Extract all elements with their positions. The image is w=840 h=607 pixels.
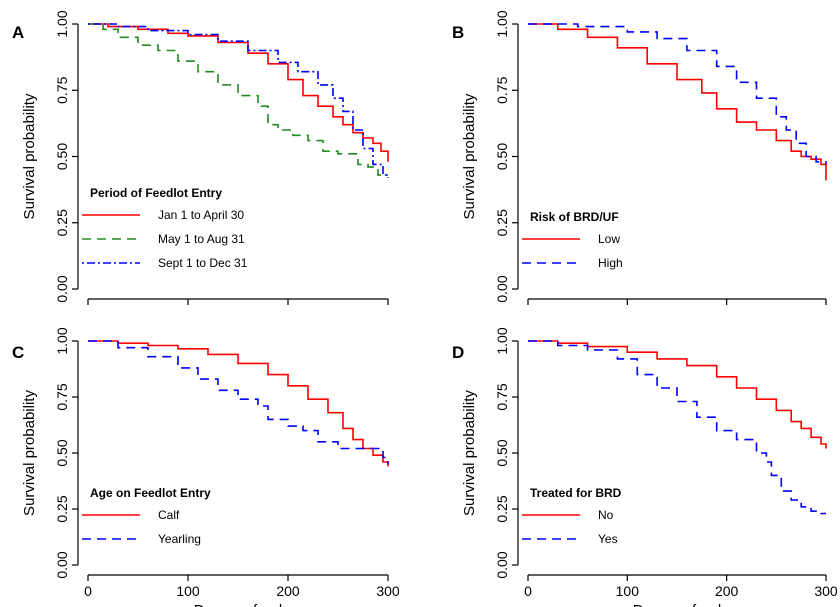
legend-title: Risk of BRD/UF (530, 210, 619, 224)
y-tick-label: 0.00 (494, 551, 510, 578)
y-tick-label: 1.00 (54, 10, 70, 37)
y-tick-label: 0.25 (54, 209, 70, 236)
legend-label: High (598, 256, 623, 270)
series-line-1 (88, 23, 389, 162)
legend-label: No (598, 508, 614, 522)
series-line-2 (88, 23, 388, 176)
y-tick-label: 0.50 (494, 143, 510, 170)
legend-label: Calf (158, 508, 180, 522)
series-line-1 (528, 340, 827, 449)
y-tick-label: 0.75 (494, 383, 510, 410)
y-axis-title: Survival probability (21, 390, 38, 516)
panel-letter: B (452, 23, 464, 42)
series-line-3 (88, 23, 389, 178)
x-tick-label: 100 (616, 583, 640, 599)
x-axis-title: Days on feed (633, 602, 721, 607)
panel-a: A 0.00 0.25 0.50 0.75 1.00 Survival probabilit… (12, 10, 389, 305)
y-tick-label: 0.50 (54, 439, 70, 466)
y-axis-title: Survival probability (461, 93, 478, 219)
legend-label: Yearling (158, 532, 201, 546)
x-axis-title: Days on feed (194, 602, 282, 607)
panel-letter: D (452, 343, 464, 362)
y-tick-label: 1.00 (54, 327, 70, 354)
y-tick-label: 0.00 (54, 551, 70, 578)
legend-title: Treated for BRD (530, 486, 622, 500)
y-tick-label: 0.75 (494, 76, 510, 103)
y-tick-label: 0.50 (54, 143, 70, 170)
x-tick-label: 300 (814, 583, 838, 599)
legend-label: Jan 1 to April 30 (158, 208, 244, 222)
legend-label: Yes (598, 532, 618, 546)
x-tick-label: 200 (276, 583, 300, 599)
y-axis-title: Survival probability (21, 93, 38, 219)
panel-d: D 0.00 0.25 0.50 0.75 1.00 Survival probabilit… (452, 327, 838, 607)
panel-letter: A (12, 23, 24, 42)
y-tick-label: 1.00 (494, 10, 510, 37)
y-tick-label: 1.00 (494, 327, 510, 354)
series-line-2 (528, 340, 826, 515)
series-line-1 (528, 23, 827, 181)
y-tick-label: 0.75 (54, 383, 70, 410)
x-tick-label: 0 (524, 583, 532, 599)
legend-label: Low (598, 232, 620, 246)
panel-c: C 0.00 0.25 0.50 0.75 1.00 Survival probabilit… (12, 327, 400, 607)
y-tick-label: 0.75 (54, 76, 70, 103)
y-tick-label: 0.25 (54, 495, 70, 522)
legend-label: Sept 1 to Dec 31 (158, 256, 248, 270)
panel-b: B 0.00 0.25 0.50 0.75 1.00 Survival probabilit… (452, 10, 827, 305)
y-tick-label: 0.25 (494, 495, 510, 522)
y-tick-label: 0.00 (494, 275, 510, 302)
x-tick-label: 100 (176, 583, 200, 599)
legend-title: Period of Feedlot Entry (90, 186, 222, 200)
series-line-2 (88, 340, 389, 465)
y-tick-label: 0.25 (494, 209, 510, 236)
y-axis-title: Survival probability (461, 390, 478, 516)
x-tick-label: 200 (715, 583, 739, 599)
series-line-2 (528, 23, 827, 165)
legend-title: Age on Feedlot Entry (90, 486, 211, 500)
y-tick-label: 0.00 (54, 275, 70, 302)
y-tick-label: 0.50 (494, 439, 510, 466)
series-line-1 (88, 340, 389, 467)
x-tick-label: 0 (84, 583, 92, 599)
panel-letter: C (12, 343, 24, 362)
x-tick-label: 300 (376, 583, 400, 599)
legend-label: May 1 to Aug 31 (158, 232, 245, 246)
